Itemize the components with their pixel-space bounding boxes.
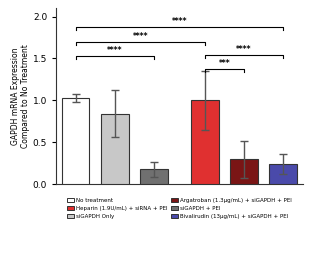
- Text: ****: ****: [172, 17, 187, 26]
- Bar: [269, 164, 297, 184]
- Text: ****: ****: [133, 32, 148, 41]
- Text: ***: ***: [219, 59, 230, 68]
- Bar: [191, 100, 218, 184]
- Bar: [230, 159, 258, 184]
- Legend: No treatment, Heparin (1.9U/mL) + siRNA + PEI, siGAPDH Only, Argatroban (1.3μg/m: No treatment, Heparin (1.9U/mL) + siRNA …: [65, 196, 294, 220]
- Bar: [62, 98, 90, 184]
- Bar: [101, 114, 129, 184]
- Text: ****: ****: [236, 45, 252, 54]
- Bar: [140, 169, 168, 184]
- Y-axis label: GAPDH mRNA Expression
Compared to No Treatment: GAPDH mRNA Expression Compared to No Tre…: [11, 44, 30, 148]
- Text: ****: ****: [107, 46, 123, 55]
